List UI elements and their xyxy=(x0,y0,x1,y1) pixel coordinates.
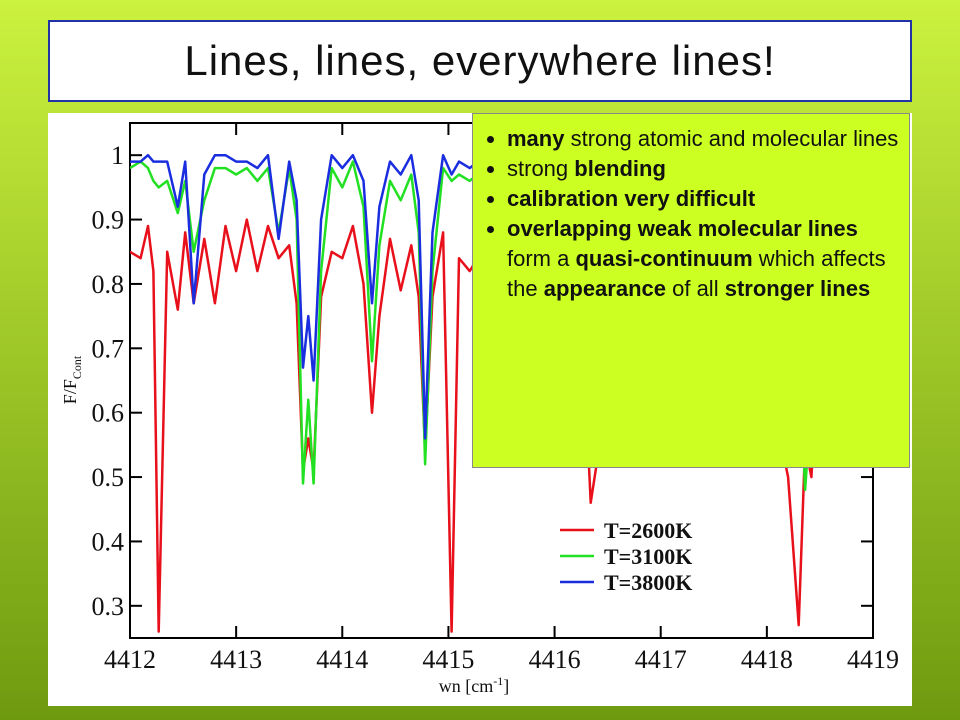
y-tick-label: 0.4 xyxy=(92,527,125,556)
x-tick-label: 4414 xyxy=(316,645,368,674)
text-box: many strong atomic and molecular linesst… xyxy=(472,113,910,468)
legend-label: T=3800K xyxy=(604,570,692,595)
y-tick-label: 0.3 xyxy=(92,592,125,621)
bullet-text: overlapping weak molecular lines xyxy=(507,216,858,241)
bullet-text: many xyxy=(507,126,565,151)
x-tick-label: 4419 xyxy=(847,645,899,674)
bullet: calibration very difficult xyxy=(507,184,899,214)
x-tick-label: 4418 xyxy=(741,645,793,674)
y-axis-label: F/FCont xyxy=(60,355,84,404)
bullet: overlapping weak molecular lines form a … xyxy=(507,214,899,304)
x-tick-label: 4416 xyxy=(529,645,581,674)
y-tick-label: 0.7 xyxy=(92,334,125,363)
x-label-sup: -1 xyxy=(493,674,503,688)
bullet: many strong atomic and molecular lines xyxy=(507,124,899,154)
y-tick-label: 0.9 xyxy=(92,206,125,235)
bullet-text: quasi-continuum xyxy=(575,246,753,271)
bullet-list: many strong atomic and molecular linesst… xyxy=(479,124,899,304)
y-label-sub: Cont xyxy=(70,355,84,379)
bullet-text: strong atomic and molecular lines xyxy=(564,126,899,151)
bullet-text: form a xyxy=(507,216,865,271)
bullet-text: which affects the xyxy=(507,246,892,301)
x-tick-label: 4412 xyxy=(104,645,156,674)
x-tick-label: 4417 xyxy=(635,645,687,674)
title-box: Lines, lines, everywhere lines! xyxy=(48,20,912,102)
bullet-text: appearance xyxy=(543,276,666,301)
x-label-text: wn [cm xyxy=(439,676,493,696)
y-label-text: F/F xyxy=(60,379,80,404)
bullet: strong blending xyxy=(507,154,899,184)
y-tick-label: 0.8 xyxy=(92,270,125,299)
bullet-text: strong xyxy=(507,156,575,181)
x-tick-label: 4415 xyxy=(422,645,474,674)
legend-label: T=2600K xyxy=(604,518,692,543)
y-tick-label: 0.6 xyxy=(92,399,125,428)
bullet-text: stronger lines xyxy=(724,276,871,301)
x-axis-label: wn [cm-1] xyxy=(439,674,509,696)
y-tick-label: 1 xyxy=(111,141,124,170)
x-tick-label: 4413 xyxy=(210,645,262,674)
slide-title: Lines, lines, everywhere lines! xyxy=(184,37,776,84)
bullet-text: calibration very difficult xyxy=(507,186,756,211)
x-label-tail: ] xyxy=(503,676,509,696)
bullet-text: of all xyxy=(666,276,725,301)
legend-label: T=3100K xyxy=(604,544,692,569)
y-tick-label: 0.5 xyxy=(92,463,125,492)
bullet-text: blending xyxy=(574,156,666,181)
